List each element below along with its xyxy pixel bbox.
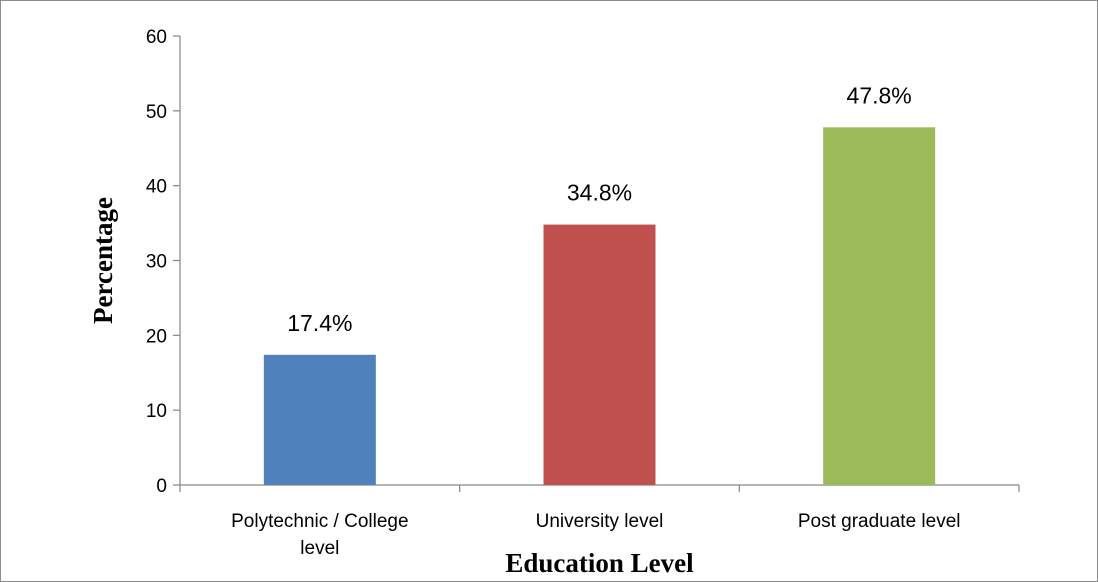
y-tick-label: 60 (146, 27, 167, 48)
x-category-label: University level (536, 511, 664, 532)
bar (543, 224, 656, 485)
y-tick-label: 10 (146, 401, 167, 422)
data-label: 17.4% (287, 310, 352, 336)
bar (823, 127, 936, 486)
y-tick-label: 30 (146, 252, 167, 273)
y-tick-label: 40 (146, 177, 167, 198)
y-tick-label: 0 (156, 476, 167, 497)
bars (263, 127, 936, 486)
y-tick-label: 50 (146, 102, 167, 123)
x-category-label: Post graduate level (798, 511, 961, 532)
data-label: 34.8% (567, 180, 632, 206)
data-label: 47.8% (847, 82, 912, 108)
bar (263, 354, 376, 485)
x-category-label: Polytechnic / College level (231, 511, 408, 559)
y-axis-title: Percentage (88, 197, 118, 324)
y-axis: 0 10 20 30 40 50 60 (146, 27, 181, 497)
y-tick-label: 20 (146, 326, 167, 347)
data-labels: 17.4% 34.8% 47.8% (287, 82, 912, 335)
x-axis-title: Education Level (505, 548, 694, 578)
